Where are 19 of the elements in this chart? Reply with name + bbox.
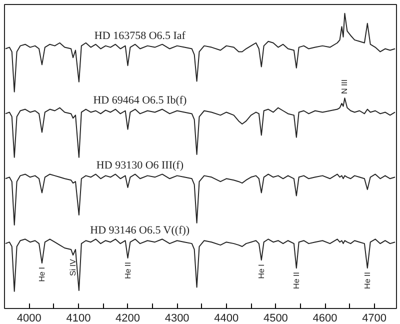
annotation: He II [292, 272, 301, 289]
x-tick-label: 4500 [263, 312, 288, 324]
annotation: N III [340, 79, 350, 94]
x-tick-label: 4400 [214, 312, 239, 324]
annotation: He II [123, 262, 132, 279]
x-tick-label: 4600 [312, 312, 338, 324]
series-label: HD 93146 O6.5 V((f)) [90, 224, 190, 237]
x-tick-label: 4000 [16, 312, 42, 324]
x-tick-label: 4700 [362, 312, 387, 324]
annotation: He I [37, 267, 46, 282]
annotation: Si IV [68, 258, 78, 276]
annotation: He II [362, 272, 372, 289]
x-tick-label: 4300 [164, 312, 190, 324]
series-label: HD 163758 O6.5 Iaf [94, 30, 186, 42]
x-tick-label: 4200 [116, 312, 140, 324]
series-label: HD 93130 O6 III(f) [96, 160, 184, 172]
x-tick-label: 4100 [66, 312, 91, 324]
annotation: He I [256, 264, 266, 279]
series-label: HD 69464 O6.5 Ib(f) [93, 94, 188, 107]
